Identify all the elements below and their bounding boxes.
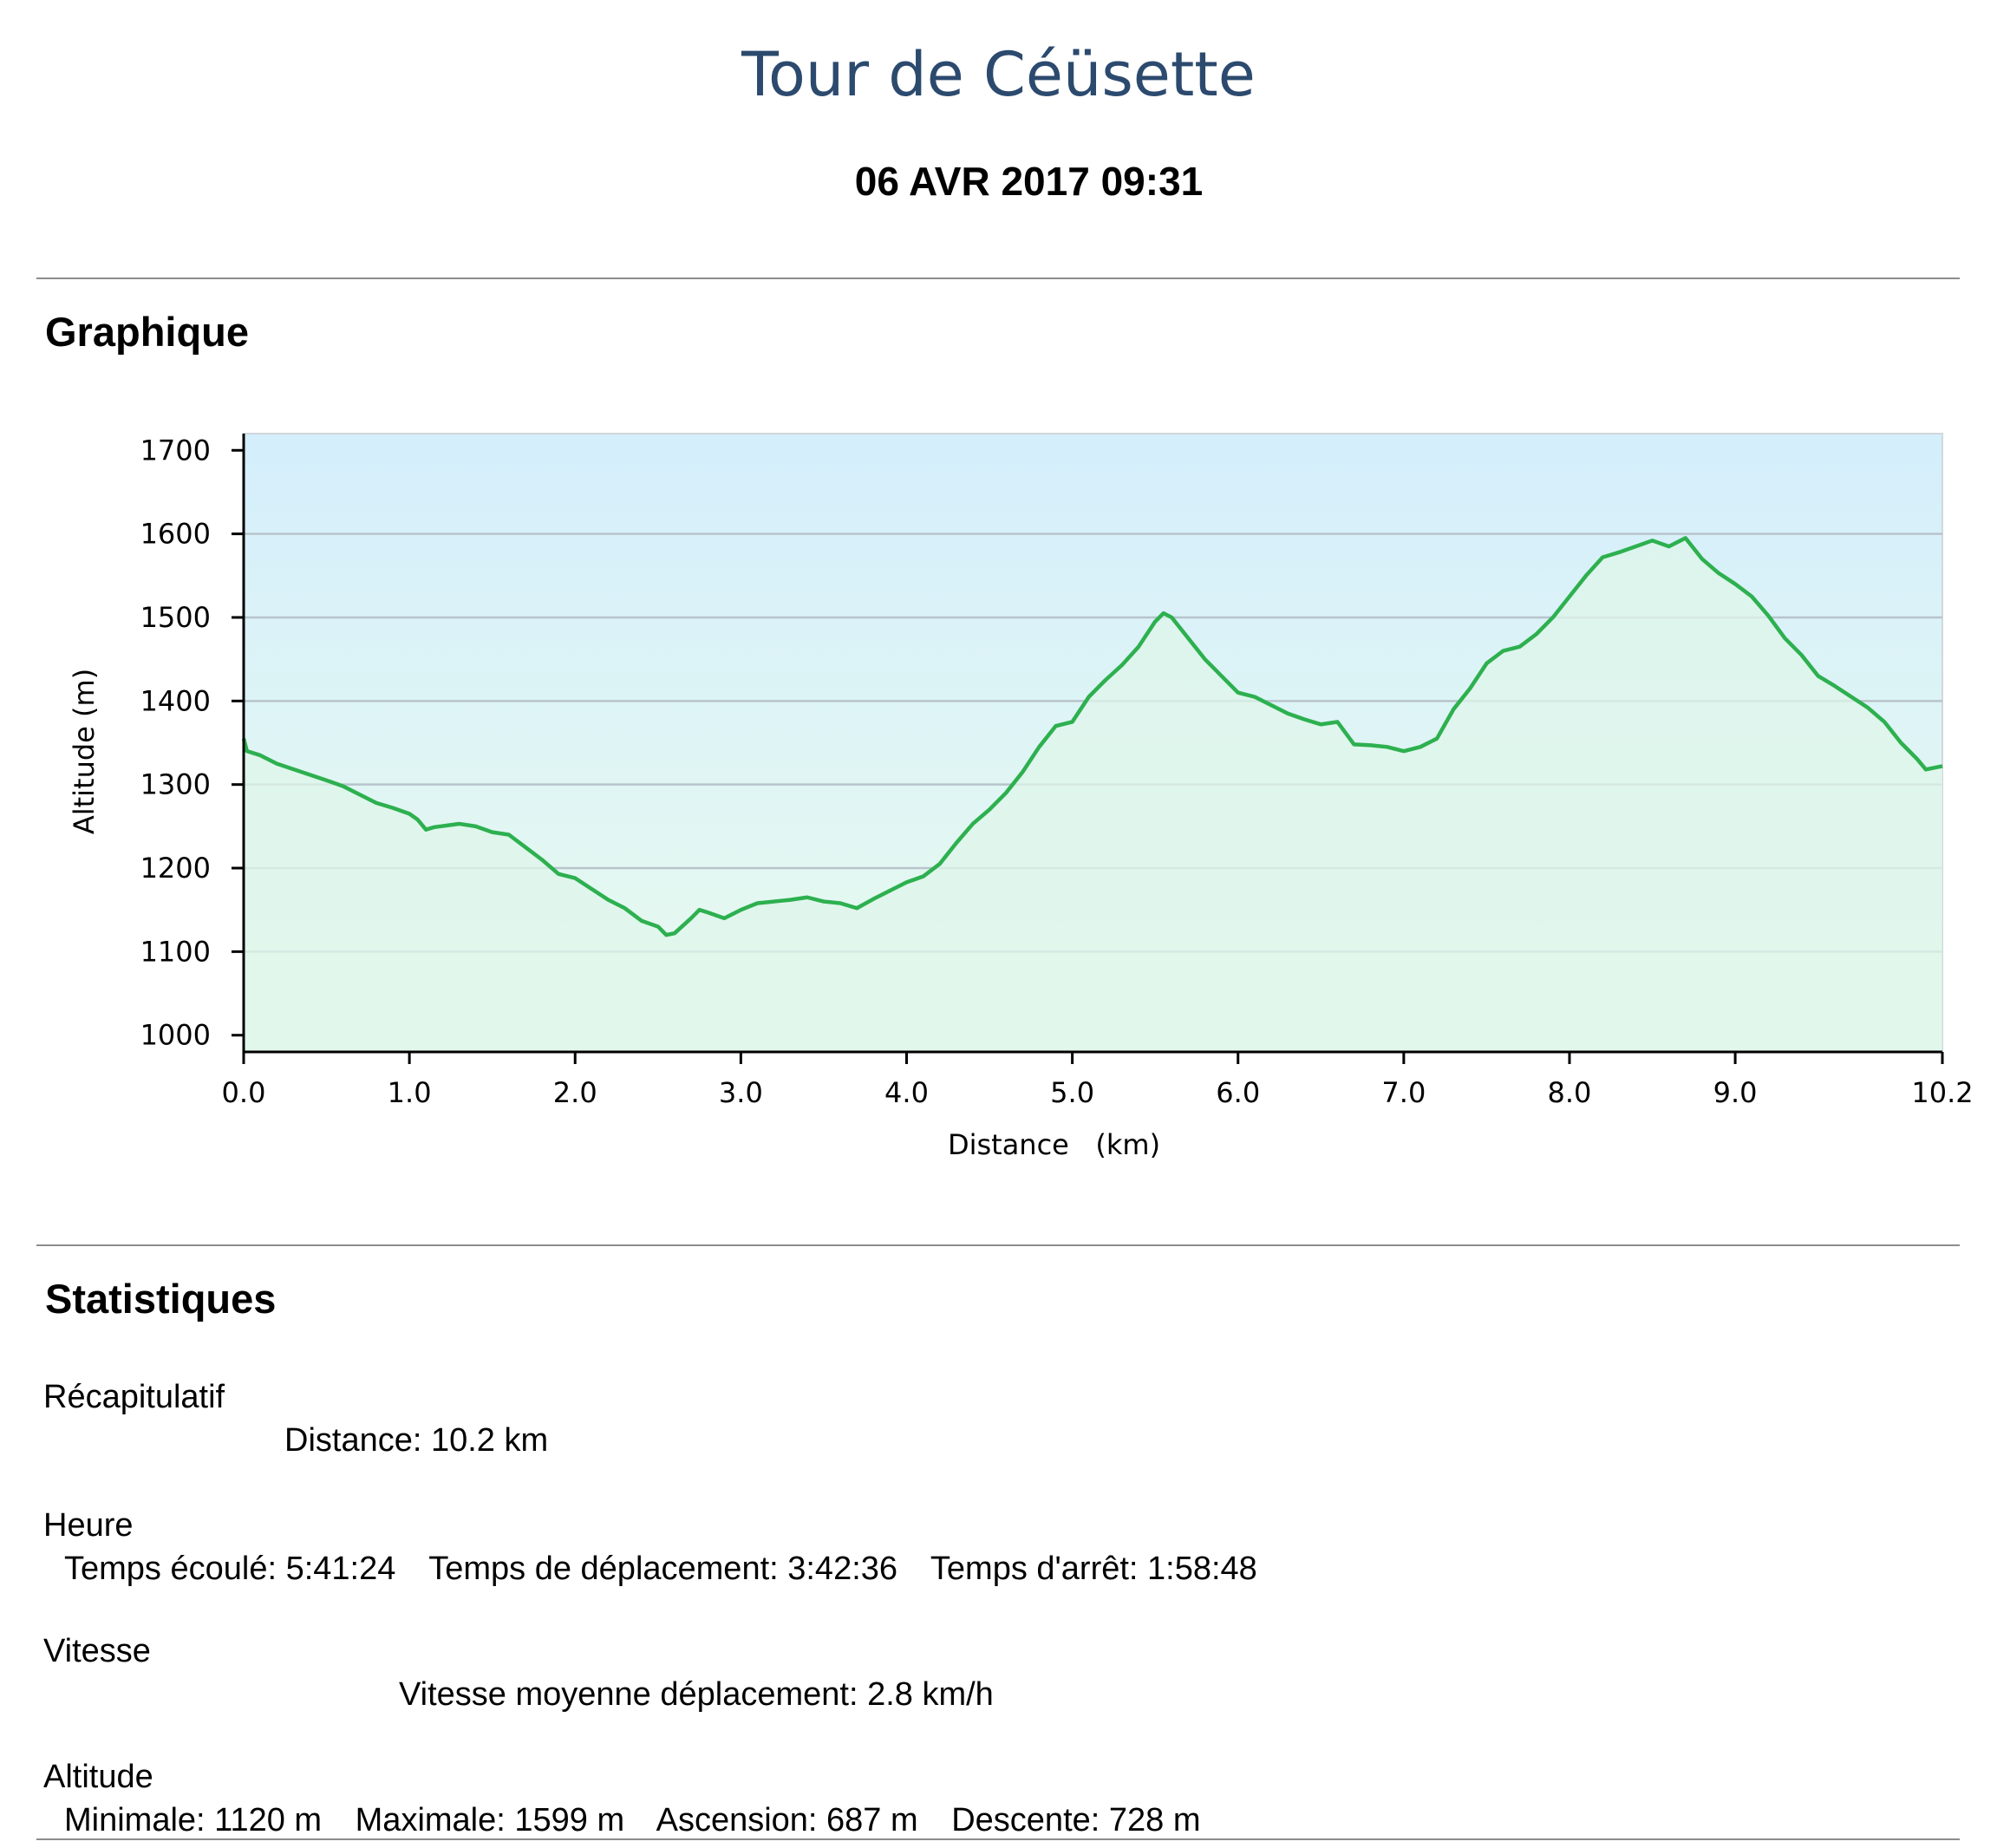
time-heading: Heure xyxy=(43,1507,134,1544)
y-tick-label-1200: 1200 xyxy=(140,852,211,885)
summary-heading: Récapitulatif xyxy=(43,1379,225,1415)
distance-value: Distance: 10.2 km xyxy=(284,1422,549,1459)
divider-middle xyxy=(36,1244,1960,1246)
x-axis-label: Distance (km) xyxy=(948,1128,1160,1161)
y-tick-label-1500: 1500 xyxy=(140,601,211,634)
x-tick-label-5: 5.0 xyxy=(1050,1076,1094,1109)
speed-line: Vitesse moyenne déplacement: 2.8 km/h xyxy=(399,1676,1018,1714)
section-title-stats: Statistiques xyxy=(45,1276,277,1322)
altitude-line: Minimale: 1120 m Maximale: 1599 m Ascens… xyxy=(64,1802,1224,1839)
x-tick-label-2: 2.0 xyxy=(553,1076,597,1109)
elevation-area xyxy=(244,538,1942,1052)
summary-line: Distance: 10.2 km xyxy=(284,1422,572,1459)
altitude-ascent: Ascension: 687 m xyxy=(656,1802,918,1838)
divider-top xyxy=(36,278,1960,279)
stopped-time: Temps d'arrêt: 1:58:48 xyxy=(930,1551,1257,1587)
x-tick-label-9: 9.0 xyxy=(1713,1076,1758,1109)
elevation-line xyxy=(241,536,1943,937)
x-tick-label-10: 10.2 xyxy=(1911,1076,1973,1109)
section-title-graph: Graphique xyxy=(45,309,250,355)
x-tick-label-7: 7.0 xyxy=(1381,1076,1426,1109)
altitude-descent: Descente: 728 m xyxy=(951,1802,1201,1838)
altitude-heading: Altitude xyxy=(43,1759,153,1795)
x-tick-label-8: 8.0 xyxy=(1548,1076,1592,1109)
y-tick-label-1000: 1000 xyxy=(140,1019,211,1052)
time-line: Temps écoulé: 5:41:24 Temps de déplaceme… xyxy=(64,1551,1282,1588)
x-tick-label-0: 0.0 xyxy=(222,1076,266,1109)
track-datetime: 06 AVR 2017 09:31 xyxy=(854,159,1204,204)
y-tick-label-1400: 1400 xyxy=(140,684,211,717)
x-tick-label-1: 1.0 xyxy=(388,1076,432,1109)
speed-heading: Vitesse xyxy=(43,1633,151,1669)
y-tick-label-1100: 1100 xyxy=(140,935,211,968)
moving-average-speed: Vitesse moyenne déplacement: 2.8 km/h xyxy=(399,1676,994,1713)
x-tick-label-6: 6.0 xyxy=(1216,1076,1260,1109)
moving-time: Temps de déplacement: 3:42:36 xyxy=(428,1551,898,1587)
x-tick-label-3: 3.0 xyxy=(719,1076,763,1109)
altitude-min: Minimale: 1120 m xyxy=(64,1802,323,1838)
y-tick-label-1600: 1600 xyxy=(140,518,211,551)
y-tick-label-1700: 1700 xyxy=(140,434,211,467)
altitude-max: Maximale: 1599 m xyxy=(355,1802,625,1838)
elevation-chart: 1000 1100 1200 1300 1400 1500 1600 1700 0.0 1.0 2.… xyxy=(68,433,1974,1161)
y-axis-label: Altitude (m) xyxy=(68,669,101,834)
y-tick-label-1300: 1300 xyxy=(140,768,211,801)
elapsed-time: Temps écoulé: 5:41:24 xyxy=(64,1551,396,1587)
x-tick-label-4: 4.0 xyxy=(884,1076,929,1109)
page-title: Tour de Céüsette xyxy=(741,39,1256,110)
divider-bottom xyxy=(36,1838,1960,1840)
